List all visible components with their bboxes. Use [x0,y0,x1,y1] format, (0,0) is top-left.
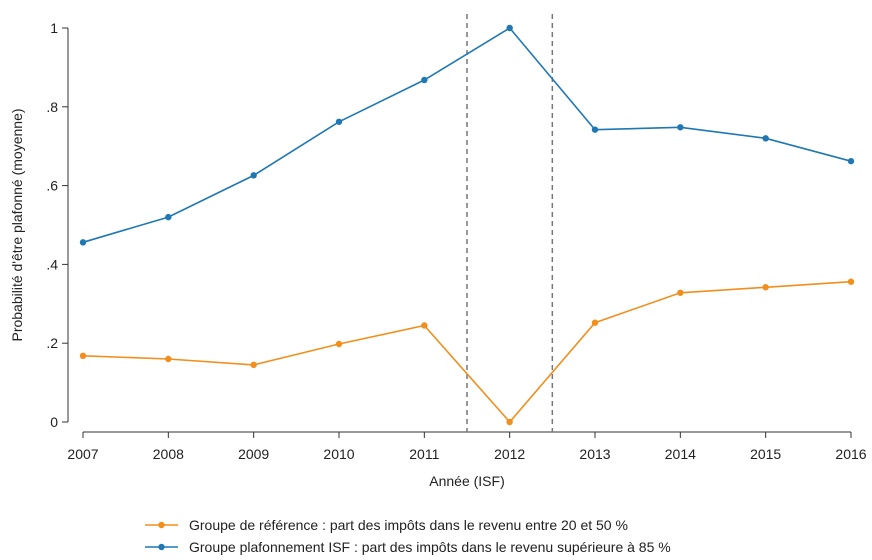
y-tick-label: .8 [46,99,58,115]
data-point [762,284,769,291]
data-point [250,361,257,369]
data-point [677,289,684,296]
reference-lines [466,14,554,432]
data-point [335,340,343,348]
legend-label: Groupe plafonnement ISF : part des impôt… [189,539,671,555]
axes: 0 .2 .4 .6 .8 1 2007 2008 2009 2010 2011 2012 2013 20… [46,20,866,462]
series-line-1 [82,280,852,424]
data-point [847,157,855,165]
x-tick-label: 2015 [750,446,781,462]
x-tick-label: 2010 [323,446,354,462]
data-point [165,213,172,221]
x-tick-label: 2014 [665,446,696,462]
x-axis-title: Année (ISF) [429,473,504,489]
data-point [421,322,428,329]
y-tick-label: .4 [46,256,58,272]
data-point [165,355,172,363]
legend-swatch-marker [158,521,165,529]
y-axis-title: Probabilité d'être plafonné (moyenne) [9,108,25,341]
data-point [79,352,87,360]
series-lines [82,26,852,424]
data-point [79,239,87,246]
x-tick-label: 2008 [153,446,184,462]
x-tick-label: 2011 [409,446,439,462]
y-tick-label: .2 [46,335,58,351]
x-tick-label: 2007 [67,446,98,462]
x-tick-label: 2012 [494,446,525,462]
series-points [79,24,855,426]
data-point [762,135,769,142]
data-point [506,24,513,32]
data-point [421,76,428,84]
x-tick-label: 2016 [835,446,866,462]
data-point [677,124,684,131]
series-line-2 [82,26,852,244]
x-tick-label: 2013 [579,446,610,462]
data-point [335,118,343,125]
x-tick-label: 2009 [238,446,269,462]
legend-label: Groupe de référence : part des impôts da… [189,517,628,533]
data-point [847,278,855,285]
data-point [591,319,599,326]
legend: Groupe de référence : part des impôts da… [145,517,671,555]
y-tick-label: 0 [50,414,58,430]
legend-swatch-marker [158,543,165,551]
y-tick-label: .6 [46,178,58,194]
data-point [506,418,513,426]
data-point [591,126,599,133]
y-tick-label: 1 [50,20,58,36]
data-point [250,172,257,179]
